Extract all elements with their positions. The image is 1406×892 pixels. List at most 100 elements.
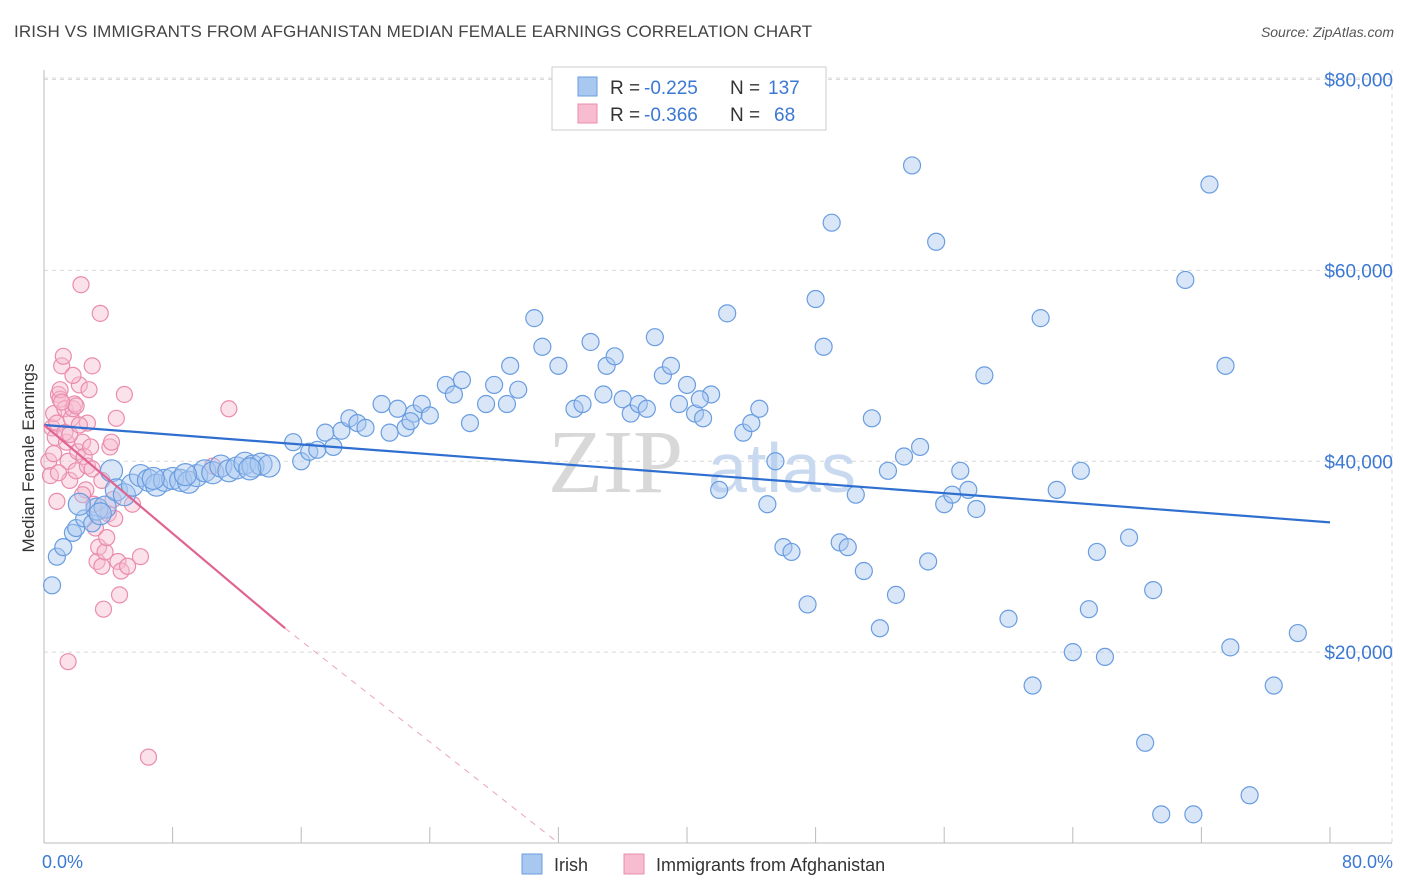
data-point-irish xyxy=(846,485,865,504)
data-point-irish xyxy=(249,452,273,476)
data-point-afghan xyxy=(67,397,85,415)
data-point-irish xyxy=(380,423,399,442)
data-point-irish xyxy=(241,454,265,478)
data-point-irish xyxy=(533,337,552,356)
data-point-irish xyxy=(766,452,785,471)
axes xyxy=(43,70,1392,844)
data-point-irish xyxy=(927,232,946,251)
data-point-irish xyxy=(525,309,544,328)
y-tick-label: $60,000 xyxy=(1324,261,1393,282)
data-point-irish xyxy=(806,289,825,309)
chart-title: IRISH VS IMMIGRANTS FROM AFGHANISTAN MED… xyxy=(14,22,813,41)
data-point-irish xyxy=(257,454,281,478)
data-point-irish xyxy=(173,463,198,487)
data-point-afghan xyxy=(49,464,68,482)
data-point-irish xyxy=(886,585,906,604)
series-irish-points xyxy=(42,156,1307,824)
data-point-irish xyxy=(1200,175,1219,194)
data-point-afghan xyxy=(70,376,88,394)
data-point-irish xyxy=(83,514,102,533)
data-point-irish xyxy=(758,495,777,514)
stats-r-label-irish: R = xyxy=(610,78,640,99)
data-point-afghan xyxy=(80,381,98,399)
data-point-afghan xyxy=(93,557,111,575)
data-point-irish xyxy=(99,459,124,483)
watermark-zip: ZIP xyxy=(548,413,683,512)
x-tick-label-min: 0.0% xyxy=(42,852,83,872)
data-point-irish xyxy=(854,561,873,581)
data-point-irish xyxy=(910,437,930,457)
data-point-irish xyxy=(894,447,914,466)
data-point-irish xyxy=(93,495,117,519)
data-point-irish xyxy=(1023,676,1042,695)
y-tick-labels: $20,000 $40,000 $60,000 $80,000 xyxy=(1324,71,1393,665)
data-point-afghan xyxy=(64,366,82,384)
data-point-irish xyxy=(669,394,689,414)
data-point-irish xyxy=(573,394,592,414)
data-point-afghan xyxy=(45,445,63,463)
data-point-irish xyxy=(509,380,528,399)
data-point-irish xyxy=(356,418,375,437)
stats-n-value-irish: 137 xyxy=(768,78,800,99)
data-point-irish xyxy=(870,619,890,638)
y-tick-label: $80,000 xyxy=(1324,71,1393,92)
data-point-irish xyxy=(637,399,656,418)
data-point-afghan xyxy=(102,433,121,451)
y-tick-label: $40,000 xyxy=(1324,452,1393,473)
data-point-irish xyxy=(838,538,857,557)
x-tick-labels: 0.0% 80.0% xyxy=(42,852,1393,872)
stats-n-label-afghan: N = xyxy=(730,105,760,126)
data-point-afghan xyxy=(107,409,125,427)
data-point-irish xyxy=(497,394,517,414)
data-point-irish xyxy=(47,547,66,566)
data-point-afghan xyxy=(83,357,101,375)
data-point-irish xyxy=(581,332,600,352)
data-point-irish xyxy=(308,440,327,459)
data-point-irish xyxy=(605,347,624,366)
x-tick-label-max: 80.0% xyxy=(1342,852,1393,872)
y-axis-label: Median Female Earnings xyxy=(19,364,38,553)
data-point-irish xyxy=(67,492,91,516)
data-point-irish xyxy=(1079,600,1098,619)
data-point-irish xyxy=(1176,270,1195,290)
data-point-irish xyxy=(718,304,737,323)
data-point-irish xyxy=(501,356,520,375)
data-point-irish xyxy=(316,423,335,442)
data-point-irish xyxy=(822,213,841,232)
data-point-irish xyxy=(919,552,938,571)
data-point-afghan xyxy=(72,276,90,294)
data-point-irish xyxy=(1136,733,1155,752)
data-point-afghan xyxy=(115,385,133,404)
stats-swatch-irish xyxy=(577,76,598,97)
trend-line-irish xyxy=(43,423,1331,524)
data-point-irish xyxy=(284,433,303,452)
series-afghanistan-points xyxy=(40,276,238,766)
legend-swatch-irish xyxy=(521,853,543,875)
data-point-irish xyxy=(420,406,439,425)
data-point-irish xyxy=(485,375,504,395)
data-point-irish xyxy=(1144,581,1163,600)
stats-r-value-irish: -0.225 xyxy=(644,78,698,99)
data-point-afghan xyxy=(53,393,71,411)
source-label: Source: ZipAtlas.com xyxy=(1260,24,1394,40)
data-point-irish xyxy=(999,609,1018,628)
data-point-irish xyxy=(1031,309,1050,328)
stats-n-value-afghan: 68 xyxy=(774,105,795,126)
data-point-afghan xyxy=(91,304,109,322)
trend-line-afghan-extension xyxy=(284,627,559,844)
data-point-afghan xyxy=(98,529,116,547)
data-point-irish xyxy=(878,461,898,480)
data-point-afghan xyxy=(51,381,69,399)
data-point-afghan xyxy=(75,447,93,466)
legend-label-irish: Irish xyxy=(554,855,588,875)
data-point-irish xyxy=(814,337,833,356)
data-point-irish xyxy=(1119,528,1139,547)
data-point-afghan xyxy=(220,400,238,418)
data-point-irish xyxy=(693,409,713,428)
data-point-irish xyxy=(967,499,986,519)
data-point-irish xyxy=(690,390,709,409)
stats-swatch-afghan xyxy=(577,103,598,124)
data-point-afghan xyxy=(94,600,113,618)
watermark: ZIP atlas xyxy=(548,413,856,512)
